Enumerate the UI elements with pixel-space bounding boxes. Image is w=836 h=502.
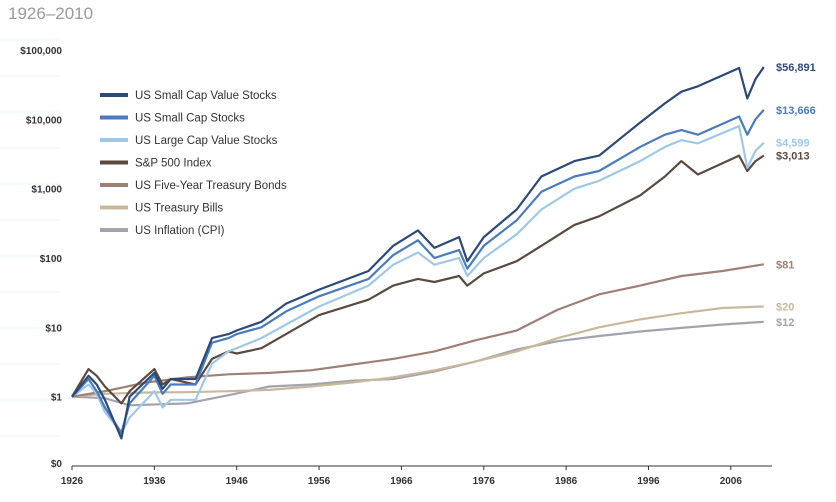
x-tick-label: 1996 [637,476,660,487]
x-tick-label: 1976 [473,476,496,487]
end-value-label: $13,666 [776,105,816,117]
series-line [71,320,764,407]
legend-label: US Five-Year Treasury Bonds [135,180,287,192]
end-value-label: $4,599 [776,138,810,150]
x-tick-label: 1936 [143,476,166,487]
y-tick-label: $100,000 [20,46,62,57]
y-tick-label: $10,000 [26,115,63,126]
y-axis-ticks: $0 $1 $10 $100 $1,000 $10,000 $100,000 [20,46,62,470]
series-line [71,109,765,434]
end-value-label: $56,891 [776,62,816,74]
y-tick-label: $100 [40,254,63,265]
x-tick-label: 1956 [308,476,331,487]
x-tick-label: 2006 [720,476,743,487]
end-value-label: $3,013 [776,150,810,162]
y-tick-label: $1 [51,393,63,404]
series-line [71,66,765,440]
y-tick-label: $1,000 [31,185,62,196]
series-line [71,124,765,434]
series-line [71,154,765,405]
legend-label: US Inflation (CPI) [135,225,225,237]
end-value-label: $20 [776,301,794,313]
legend-label: US Small Cap Value Stocks [135,90,277,102]
background-decoration [0,39,60,437]
chart-subtitle: 1926–2010 [8,4,94,23]
y-tick-label: $10 [45,323,62,334]
x-tick-label: 1986 [555,476,578,487]
x-tick-label: 1946 [226,476,249,487]
end-value-label: $81 [776,259,794,271]
chart-legend: US Small Cap Value Stocks US Small Cap St… [100,90,287,237]
legend-label: S&P 500 Index [135,158,212,170]
end-value-labels: $56,891 $13,666 $4,599$3,013 $81 $20 $12 [776,62,816,329]
legend-label: US Small Cap Stocks [135,113,245,125]
end-value-label: $12 [776,317,794,329]
x-axis-ticks: 1926 1936 1946 1956 1966 1976 1986 1996 2006 [61,466,743,487]
y-tick-label: $0 [51,459,63,470]
series-line [71,305,764,398]
series-lines [71,66,765,440]
legend-label: US Large Cap Value Stocks [135,135,278,147]
x-tick-label: 1926 [61,476,84,487]
x-tick-label: 1966 [390,476,413,487]
legend-label: US Treasury Bills [135,203,223,215]
